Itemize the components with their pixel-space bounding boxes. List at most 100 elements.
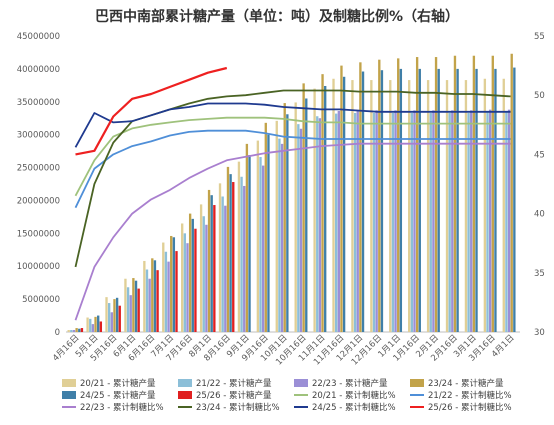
bar	[342, 76, 346, 332]
bar	[302, 83, 305, 332]
bar	[86, 317, 89, 332]
legend-swatch	[178, 391, 192, 399]
bar	[483, 78, 487, 332]
bar	[294, 102, 297, 333]
bar	[380, 70, 384, 333]
bar	[472, 55, 476, 332]
legend-label: 20/21 - 累计制糖比%	[312, 390, 396, 401]
bar	[378, 59, 381, 333]
bar	[115, 297, 119, 332]
bar	[448, 112, 451, 333]
y-left-tick-label: 25000000	[17, 164, 60, 174]
bar	[502, 78, 505, 332]
bar	[259, 157, 262, 332]
bar	[175, 251, 178, 332]
y-right-tick-label: 45	[534, 150, 545, 160]
bar	[332, 78, 335, 332]
bar	[334, 113, 338, 333]
bar	[199, 204, 203, 332]
bar	[134, 280, 138, 332]
bar	[248, 155, 251, 332]
legend-swatch	[410, 379, 424, 387]
bar	[264, 122, 267, 333]
bar	[118, 305, 121, 332]
bar	[453, 55, 457, 332]
legend: 20/21 - 累计糖产量 21/22 - 累计糖产量 22/23 - 累计糖产量 2…	[62, 378, 512, 413]
bar	[126, 287, 130, 332]
y-right-tick-label: 30	[534, 328, 545, 338]
legend-label: 21/22 - 累计糖产量	[196, 378, 272, 389]
bar	[275, 120, 278, 332]
bar	[97, 315, 100, 332]
bar	[488, 109, 492, 332]
bar	[356, 110, 359, 332]
bar	[218, 183, 222, 332]
bar	[202, 216, 205, 332]
bar	[445, 80, 449, 333]
bar	[359, 62, 362, 333]
bar	[475, 68, 478, 332]
series-line	[75, 66, 228, 156]
bar	[391, 112, 395, 333]
legend-swatch	[294, 379, 308, 387]
bar	[426, 80, 430, 333]
y-right-tick-label: 40	[534, 210, 545, 220]
bar	[124, 278, 127, 332]
y-left-tick-label: 45000000	[17, 32, 60, 42]
y-left-tick-label: 0	[55, 328, 60, 338]
bar	[410, 112, 414, 333]
bar	[305, 98, 308, 332]
bar	[505, 112, 508, 333]
series-line	[74, 89, 511, 268]
bar	[351, 80, 354, 333]
chart-title: 巴西中南部累计糖产量（单位：吨）及制糖比例%（右轴）	[94, 9, 460, 25]
bar	[467, 112, 470, 333]
bar	[415, 57, 419, 332]
bar	[94, 316, 97, 332]
bar	[80, 328, 84, 332]
bar	[297, 124, 300, 333]
y-right-tick-label: 50	[534, 91, 545, 101]
y-left-tick-label: 40000000	[17, 65, 60, 75]
y-right-tick-label: 55	[534, 32, 545, 42]
bar	[429, 112, 432, 333]
series-line	[74, 102, 511, 148]
y-left-tick-label: 10000000	[17, 262, 60, 272]
bar	[361, 71, 365, 333]
bar	[370, 80, 373, 333]
bar	[432, 110, 435, 332]
bar	[313, 88, 316, 332]
bar	[226, 166, 230, 332]
bar	[451, 110, 454, 332]
bar	[156, 270, 159, 332]
bar	[267, 134, 270, 332]
bar	[172, 237, 176, 332]
bar	[261, 165, 265, 332]
bar	[110, 312, 113, 332]
bar	[286, 114, 289, 332]
bar	[243, 185, 246, 332]
bar	[89, 318, 92, 332]
bar	[210, 195, 213, 332]
bar	[113, 299, 116, 332]
y-left-tick-label: 5000000	[22, 295, 60, 305]
series-line	[74, 116, 511, 197]
bar	[72, 330, 76, 332]
bar	[470, 110, 473, 332]
legend-label: 23/24 - 累计制糖比%	[196, 402, 280, 413]
bar	[164, 251, 168, 332]
bar	[280, 143, 284, 332]
bar	[91, 324, 95, 332]
legend-label: 20/21 - 累计糖产量	[80, 378, 156, 389]
bar	[283, 103, 286, 333]
bar	[232, 182, 235, 332]
bar	[324, 85, 327, 332]
legend-label: 22/23 - 累计制糖比%	[80, 402, 164, 413]
bar	[321, 74, 324, 332]
bar	[191, 218, 194, 332]
bar	[507, 109, 511, 332]
bar	[353, 112, 357, 333]
bar	[167, 261, 170, 332]
legend-label: 23/24 - 累计糖产量	[428, 378, 504, 389]
